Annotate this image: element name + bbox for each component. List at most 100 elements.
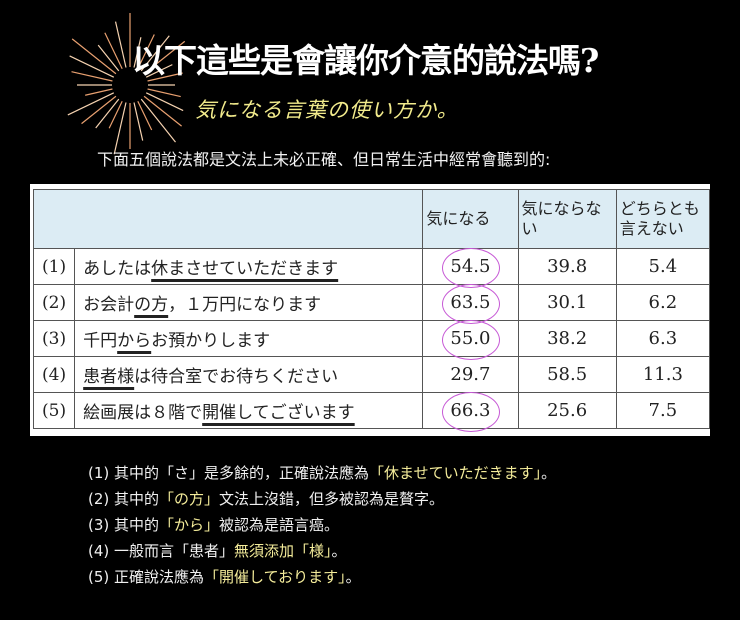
value: 11.3 (642, 364, 683, 385)
burst-ray (81, 95, 117, 125)
burst-ray (97, 44, 120, 72)
burst-ray (137, 34, 155, 70)
value: 39.8 (547, 256, 588, 277)
burst-ray (69, 55, 115, 78)
circle-mark-icon (442, 247, 501, 288)
note-segment: 無須添加「様」 (234, 542, 332, 560)
row-index: (3) (32, 320, 76, 357)
burst-ray (113, 102, 127, 155)
value-cell: 58.5 (517, 356, 617, 393)
value-cell: 63.5 (422, 283, 519, 324)
survey-table-image: 気になる 気にならない どちらとも言えない (1) あしたは休まさせていただきます… (30, 184, 711, 436)
burst-ray (133, 102, 144, 141)
burst-ray (140, 35, 170, 72)
burst-ray (114, 21, 127, 68)
value-cell: 6.3 (615, 320, 711, 357)
note-segment: 。 (331, 542, 347, 560)
label-segment: 休まさせていただきます (151, 259, 339, 279)
burst-ray (145, 64, 173, 78)
burst-ray (143, 95, 182, 127)
burst-ray (145, 92, 184, 112)
row-index: (2) (32, 284, 76, 321)
survey-table: 気になる 気にならない どちらとも言えない (1) あしたは休まさせていただきます… (32, 189, 711, 432)
burst-ray (85, 88, 113, 96)
burst-ray (147, 72, 183, 82)
handwritten-subtitle: 気になる言葉の使い方か。 (195, 98, 459, 122)
note-item: (2) 其中的「の方」文法上沒錯，但多被認為是贅字。 (88, 486, 556, 512)
burst-ray (95, 98, 120, 129)
label-segment: あしたは (83, 259, 152, 279)
sunburst-decoration-icon (67, 13, 186, 155)
value: 7.5 (648, 400, 678, 421)
label-segment: 開催してございます (202, 403, 355, 423)
value: 25.6 (547, 400, 588, 421)
note-item: (4) 一般而言「患者」無須添加「様」。 (88, 538, 556, 564)
note-segment: 「開催しております」 (204, 568, 346, 586)
note-segment: (4) 一般而言「患者」 (88, 542, 235, 560)
label-segment: お預かりします (151, 331, 271, 351)
row-label: 千円からお預かりします (74, 320, 424, 357)
label-segment: 患者様 (83, 367, 135, 387)
row-index: (1) (32, 248, 76, 285)
label-segment: は待合室でお待ちください (134, 367, 339, 387)
value-cell: 38.2 (517, 320, 617, 357)
note-segment: (3) 其中的 (88, 516, 160, 534)
value-cell: 30.1 (517, 284, 617, 321)
label-segment: の方 (134, 295, 169, 315)
table-header-row: 気になる 気にならない どちらとも言えない (32, 189, 711, 249)
header-kininaranai: 気にならない (517, 189, 617, 249)
row-label: お会計の方，１万円になります (74, 284, 424, 321)
table-row: (1) あしたは休まさせていただきます 54.5 39.8 5.4 (32, 247, 711, 288)
burst-ray (108, 100, 123, 129)
intro-text: 下面五個說法都是文法上未必正確、但日常生活中經常會聽到的: (97, 150, 551, 169)
value: 58.5 (547, 364, 588, 385)
burst-ray (137, 100, 153, 131)
burst-ray (104, 32, 123, 70)
value: 38.2 (547, 328, 588, 349)
value: 5.4 (648, 256, 678, 277)
header-blank (32, 189, 424, 249)
header-kininaru: 気になる (422, 189, 519, 249)
notes-list: (1) 其中的「さ」是多餘的，正確說法應為「休ませていただきます」。 (2) 其中… (88, 460, 556, 590)
value-cell: 5.4 (615, 248, 711, 285)
value-cell: 29.7 (422, 356, 519, 393)
value-cell: 66.3 (422, 391, 519, 432)
burst-ray (140, 98, 176, 143)
row-index: (5) (32, 392, 76, 429)
label-segment: から (117, 331, 152, 351)
circle-mark-icon (442, 283, 501, 324)
burst-ray (71, 71, 113, 82)
note-segment: (1) 其中的「さ」是多餘的，正確說法應為 (88, 464, 370, 482)
note-item: (5) 正確說法應為「開催しております」。 (88, 564, 556, 590)
note-item: (3) 其中的「から」被認為是語言癌。 (88, 512, 556, 538)
header-dochira: どちらとも言えない (615, 189, 711, 249)
value-cell: 55.0 (422, 319, 519, 360)
note-segment: 。 (345, 568, 361, 586)
burst-ray (133, 37, 142, 68)
table-row: (5) 絵画展は８階で開催してございます 66.3 25.6 7.5 (32, 391, 711, 432)
note-segment: (2) 其中的 (88, 490, 160, 508)
circle-mark-icon (442, 391, 501, 432)
note-segment: 被認為是語言癌。 (219, 516, 340, 534)
note-segment: 「休ませていただきます」 (369, 464, 542, 482)
row-label: あしたは休まさせていただきます (74, 248, 424, 285)
value: 29.7 (450, 364, 491, 385)
value-cell: 7.5 (615, 392, 711, 429)
table-row: (3) 千円からお預かりします 55.0 38.2 6.3 (32, 319, 711, 360)
burst-ray (147, 88, 181, 98)
value: 30.1 (547, 292, 588, 313)
value-cell: 54.5 (422, 247, 519, 288)
note-segment: 「から」 (159, 516, 220, 534)
note-segment: 「の方」 (159, 490, 220, 508)
value: 6.3 (648, 328, 678, 349)
row-label: 絵画展は８階で開催してございます (74, 392, 424, 429)
label-segment: ，１万円になります (168, 295, 322, 315)
circle-mark-icon (442, 319, 501, 360)
value-cell: 25.6 (517, 392, 617, 429)
note-item: (1) 其中的「さ」是多餘的，正確說法應為「休ませていただきます」。 (88, 460, 556, 486)
value: 6.2 (648, 292, 678, 313)
table-row: (2) お会計の方，１万円になります 63.5 30.1 6.2 (32, 283, 711, 324)
burst-ray (71, 38, 117, 75)
table-row: (4) 患者様は待合室でお待ちください 29.7 58.5 11.3 (32, 356, 711, 393)
